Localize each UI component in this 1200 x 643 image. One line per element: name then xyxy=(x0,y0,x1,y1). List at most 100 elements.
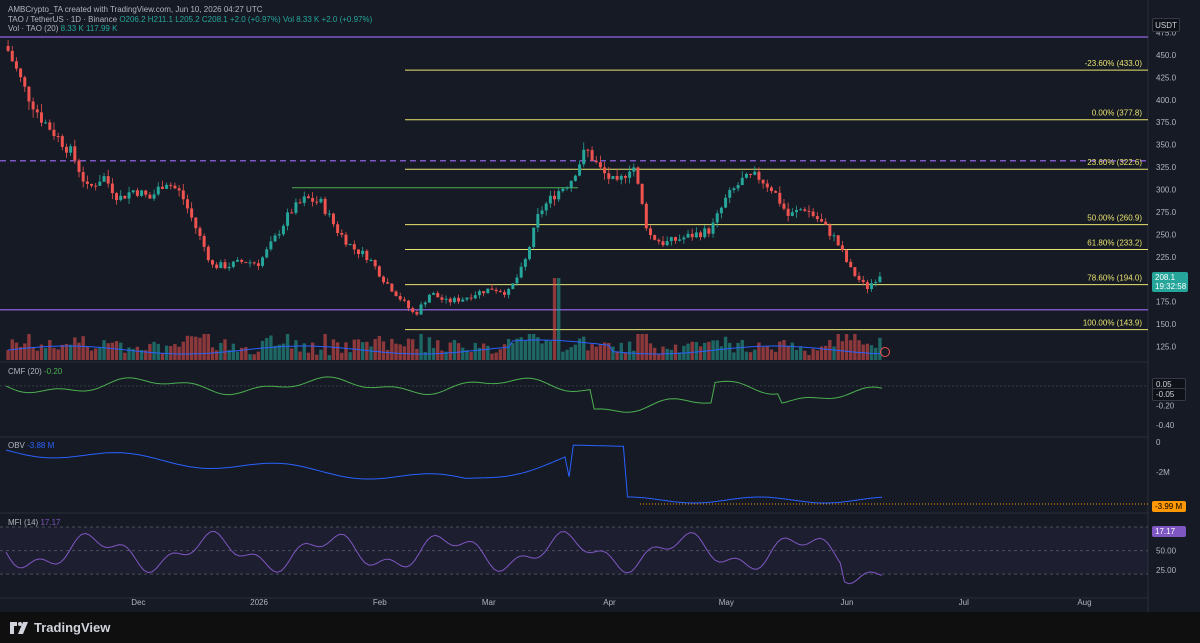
volume-bar xyxy=(348,352,352,360)
candle-body xyxy=(110,183,114,194)
volume-bar xyxy=(515,338,519,360)
mfi-legend: MFI (14) 17.17 xyxy=(8,518,61,527)
price-tick-label: 350.0 xyxy=(1156,141,1177,150)
vol-label[interactable]: Vol · TAO (20) xyxy=(8,24,59,33)
candle-body xyxy=(311,198,315,202)
candle-body xyxy=(340,233,344,235)
volume-bar xyxy=(64,343,69,360)
volume-bar xyxy=(252,354,256,360)
symbol-name[interactable]: TAO / TetherUS · 1D · Binance xyxy=(8,15,118,24)
volume-bar xyxy=(665,348,669,360)
footer-bar: TradingView xyxy=(0,612,1200,643)
candle-body xyxy=(861,279,865,283)
candle-body xyxy=(540,210,544,215)
price-tick-label: 150.0 xyxy=(1156,320,1177,329)
volume-bar xyxy=(227,350,231,360)
volume-bar xyxy=(623,352,628,360)
candle-body xyxy=(836,235,840,246)
candle-body xyxy=(261,257,265,266)
volume-bar xyxy=(315,354,319,360)
candle-body xyxy=(127,192,131,199)
candle-body xyxy=(611,175,615,179)
mfi-label[interactable]: MFI (14) xyxy=(8,518,39,527)
candle-body xyxy=(85,181,89,184)
candle-body xyxy=(820,219,823,222)
volume-bar xyxy=(527,334,532,360)
chart-canvas[interactable]: 475.0 450.0 425.0 400.0 375.0 350.0 325.0 300.0… xyxy=(0,0,1200,612)
volume-bar xyxy=(135,346,140,360)
candle-body xyxy=(256,263,260,266)
volume-bar xyxy=(185,335,190,360)
volume-bar xyxy=(757,342,761,360)
volume-bar xyxy=(448,342,452,360)
volume-bar xyxy=(807,355,811,360)
candle-body xyxy=(603,167,607,174)
volume-bar xyxy=(561,351,565,360)
candle-body xyxy=(853,267,857,277)
volume-bar xyxy=(298,351,302,360)
volume-bar xyxy=(723,336,728,360)
volume-bar xyxy=(790,342,794,360)
candle-body xyxy=(23,77,27,87)
candle-body xyxy=(815,216,819,220)
candle-body xyxy=(724,197,728,208)
volume-bar xyxy=(181,341,185,360)
volume-bar xyxy=(127,347,131,360)
candle-body xyxy=(336,224,340,234)
volume-bar xyxy=(786,345,790,360)
volume-bar xyxy=(98,347,102,360)
candle-body xyxy=(448,298,452,303)
cmf-tick-second: -0.05 xyxy=(1152,388,1186,401)
candle-body xyxy=(782,203,786,209)
volume-bar xyxy=(427,337,432,360)
candle-body xyxy=(515,277,519,284)
candle-body xyxy=(331,213,335,225)
volume-bar xyxy=(481,343,486,360)
tradingview-logo-icon xyxy=(10,621,28,635)
volume-bar xyxy=(815,350,820,360)
candle-body xyxy=(156,186,160,195)
volume-bar xyxy=(189,336,194,360)
volume-bar xyxy=(461,347,465,360)
volume-bar xyxy=(319,349,323,360)
candle-body xyxy=(690,233,694,238)
candle-body xyxy=(323,198,327,214)
candle-body xyxy=(236,259,239,262)
mfi-tick-label: 25.00 xyxy=(1156,566,1177,575)
candle-body xyxy=(52,129,56,137)
volume-bar xyxy=(106,343,110,360)
volume-bar xyxy=(661,346,665,360)
candle-body xyxy=(148,194,152,199)
candle-body xyxy=(352,244,356,250)
fib-level-label: 0.00% (377.8) xyxy=(1092,109,1143,118)
volume-bar xyxy=(627,341,632,360)
cmf-label[interactable]: CMF (20) xyxy=(8,367,42,376)
candle-body xyxy=(452,297,456,303)
obv-label[interactable]: OBV xyxy=(8,441,25,450)
volume-bar xyxy=(456,343,461,360)
candle-body xyxy=(528,247,531,260)
candle-body xyxy=(273,235,277,242)
candle-body xyxy=(140,190,144,196)
volume-bar xyxy=(602,342,607,360)
price-tick-label: 400.0 xyxy=(1156,96,1177,105)
volume-bar xyxy=(68,344,73,360)
candle-body xyxy=(315,201,319,203)
candle-body xyxy=(615,175,619,180)
candle-body xyxy=(407,300,411,309)
candle-body xyxy=(857,276,861,280)
price-tick-label: 250.0 xyxy=(1156,230,1177,239)
volume-bar xyxy=(398,344,402,360)
candle-body xyxy=(390,283,394,292)
cmf-tick-label: -0.40 xyxy=(1156,421,1175,430)
volume-bar xyxy=(223,339,227,360)
brand-name[interactable]: TradingView xyxy=(34,620,111,635)
candle-body xyxy=(48,122,52,130)
currency-button[interactable]: USDT xyxy=(1152,18,1180,32)
volume-bar xyxy=(611,346,615,360)
cmf-tick-top: 0.05 xyxy=(1152,378,1186,391)
candle-body xyxy=(198,228,202,236)
volume-bar xyxy=(740,339,744,360)
volume-bar xyxy=(753,349,757,360)
candle-body xyxy=(440,297,444,300)
